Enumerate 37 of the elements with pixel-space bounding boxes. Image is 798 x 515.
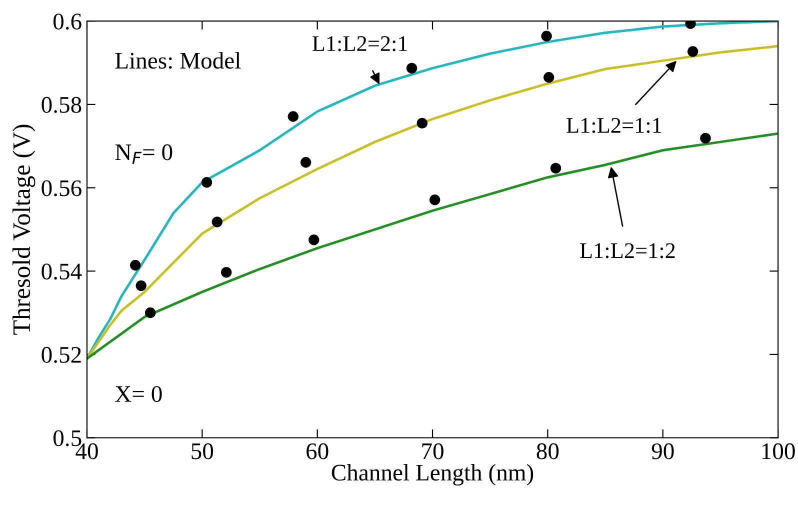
y-tick-label: 0.56 — [42, 180, 82, 196]
point — [416, 118, 428, 129]
point — [543, 72, 554, 83]
point — [212, 216, 222, 228]
point — [136, 280, 146, 292]
y-tick-label: 0.58 — [42, 96, 82, 113]
point — [687, 46, 698, 57]
point — [406, 62, 418, 74]
point — [700, 132, 711, 144]
point — [201, 177, 212, 188]
point — [144, 307, 156, 318]
x-tick-label: 100 — [762, 443, 795, 460]
x-tick-label: 60 — [306, 443, 328, 460]
x-axis-title: Channel Length (nm) — [332, 464, 534, 486]
y-axis-title: Thresold Voltage (V) — [12, 124, 36, 335]
x-tick-label: 80 — [536, 443, 559, 460]
y-tick-label: 0.52 — [42, 346, 81, 363]
x-tick-label: 90 — [652, 443, 674, 460]
annotation: L1:L2=1:2 — [580, 243, 675, 258]
point — [308, 234, 320, 246]
annotation: L1:L2=2:1 — [312, 36, 407, 52]
point — [429, 194, 440, 206]
y-tick-label: 0.54 — [42, 264, 82, 280]
point — [300, 157, 312, 168]
annotation: Lines: Model — [115, 52, 241, 69]
annotation: X= 0 — [115, 386, 162, 402]
point — [288, 111, 299, 122]
x-tick-label: 70 — [422, 443, 444, 460]
point — [550, 162, 562, 174]
line-series — [86, 132, 778, 360]
point — [220, 266, 232, 278]
point — [130, 260, 141, 271]
annotation: L1:L2=1:1 — [566, 118, 662, 134]
x-tick-label: 50 — [192, 443, 214, 460]
point — [541, 30, 552, 42]
y-tick-label: 0.6 — [54, 14, 82, 30]
annotation: N$_{F}$= 0 — [115, 144, 172, 164]
